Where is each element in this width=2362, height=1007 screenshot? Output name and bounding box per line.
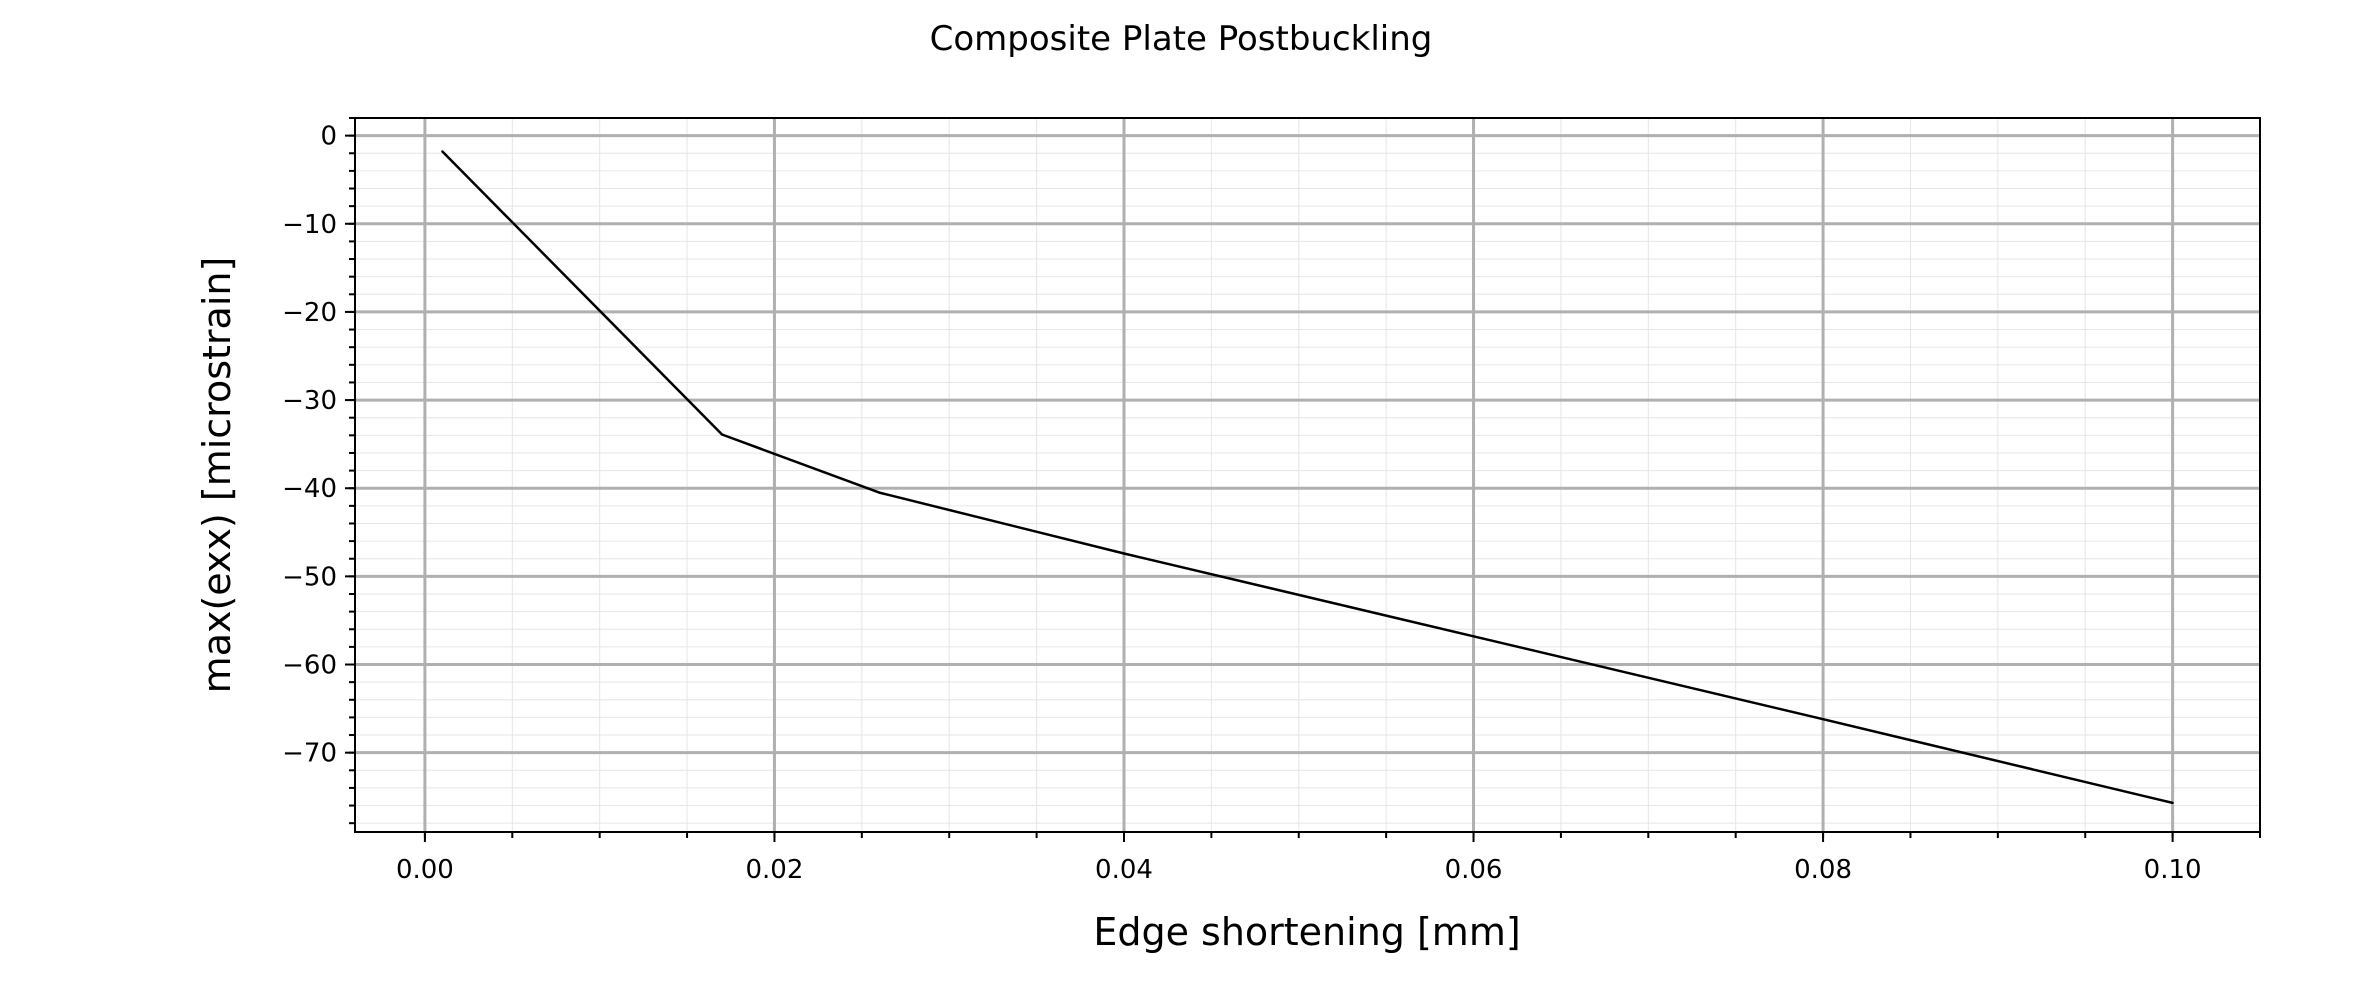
major-ticks <box>345 134 2174 842</box>
y-tick-label: 0 <box>320 122 337 152</box>
x-tick-label: 0.04 <box>1095 855 1153 885</box>
y-tick-label: −40 <box>282 474 337 504</box>
data-point <box>1472 635 1475 638</box>
x-tick-labels: 0.00 0.02 0.04 0.06 0.08 0.10 <box>396 855 2202 885</box>
y-axis-label: max(exx) [microstrain] <box>195 257 239 694</box>
chart-title: Composite Plate Postbuckling <box>930 19 1433 59</box>
plot-frame <box>354 117 2261 833</box>
data-point <box>1122 552 1126 555</box>
y-tick-label: −10 <box>282 210 337 240</box>
x-tick-label: 0.02 <box>746 855 804 885</box>
data-point <box>1821 717 1825 721</box>
series-layer <box>441 150 2174 805</box>
y-tick-label: −60 <box>282 651 337 681</box>
data-point <box>2171 801 2174 805</box>
y-tick-label: −70 <box>282 739 337 769</box>
x-tick-label: 0.00 <box>396 855 454 885</box>
data-point <box>441 150 444 153</box>
x-axis-label: Edge shortening [mm] <box>1093 910 1520 954</box>
x-tick-label: 0.06 <box>1445 855 1503 885</box>
x-tick-label: 0.10 <box>2144 855 2202 885</box>
x-tick-label: 0.08 <box>1794 855 1852 885</box>
y-tick-label: −50 <box>282 562 337 592</box>
y-tick-label: −30 <box>282 386 337 416</box>
y-tick-labels: 0 −10 −20 −30 −40 −50 −60 −70 <box>282 122 337 769</box>
data-point <box>720 433 724 436</box>
major-grid <box>355 118 2260 832</box>
y-tick-label: −20 <box>282 298 337 328</box>
data-point <box>878 491 881 494</box>
